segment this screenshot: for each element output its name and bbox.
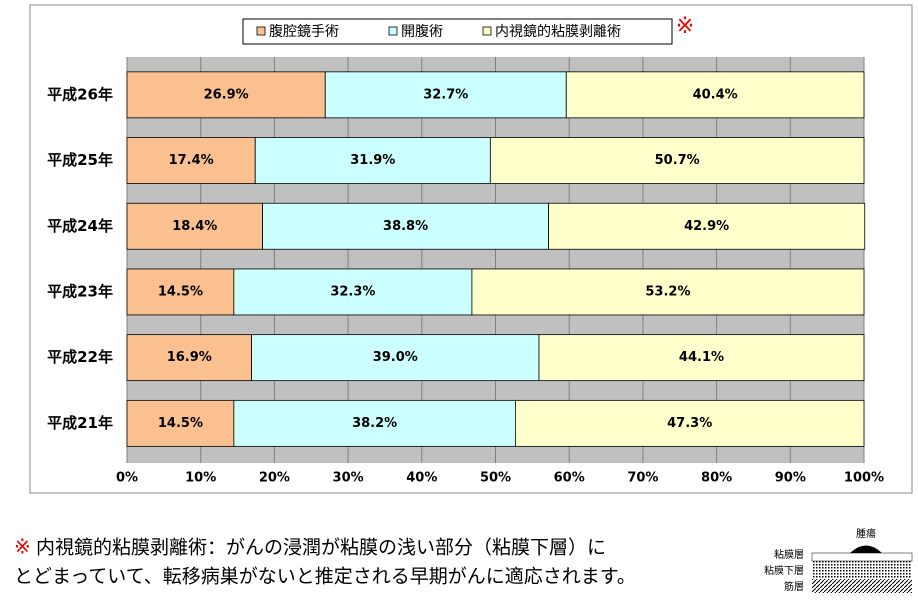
bar-segment	[565, 71, 865, 119]
x-tick-label: 70%	[627, 471, 658, 486]
x-tick-label: 40%	[406, 471, 437, 486]
bar-segment	[126, 202, 264, 250]
data-label: 53.2%	[645, 284, 690, 299]
layer-diagram: 腫瘍 粘膜層 粘膜下層 筋層	[764, 527, 913, 593]
diagram-label: 筋層	[784, 580, 804, 593]
layer	[811, 552, 913, 562]
data-label: 16.9%	[167, 350, 212, 365]
data-label: 44.1%	[679, 350, 724, 365]
data-label: 42.9%	[684, 219, 729, 234]
diagram-label: 腫瘍	[856, 527, 876, 540]
data-label: 17.4%	[169, 153, 214, 168]
data-label: 47.3%	[667, 416, 712, 431]
legend: 腹腔鏡手術 開腹術 内視鏡的粘膜剥離術	[242, 18, 673, 45]
data-label: 18.4%	[172, 219, 217, 234]
x-tick-label: 30%	[333, 471, 364, 486]
bar-segment	[489, 137, 865, 184]
legend-label: 開腹術	[401, 23, 443, 40]
x-tick-label: 100%	[844, 471, 884, 486]
bar-segment	[233, 399, 516, 447]
data-label: 14.5%	[158, 284, 203, 299]
y-tick-label: 平成24年	[47, 217, 113, 235]
bar-segment	[324, 71, 567, 119]
layer	[812, 579, 912, 593]
x-tick-label: 10%	[185, 471, 216, 486]
diagram-label: 粘膜下層	[764, 564, 804, 577]
legend-swatch	[482, 26, 492, 36]
footnote-line: とどまっていて、転移病巣がないと推定される早期がんに適応されます。	[14, 566, 636, 588]
y-tick-label: 平成22年	[47, 348, 113, 366]
data-label: 31.9%	[350, 153, 395, 168]
bar-segment	[251, 334, 540, 382]
x-tick-label: 60%	[554, 471, 585, 486]
legend-note: ※	[676, 14, 694, 39]
y-tick-label: 平成21年	[47, 414, 113, 432]
legend-label: 内視鏡的粘膜剥離術	[495, 23, 621, 40]
data-label: 38.8%	[383, 219, 428, 234]
layer	[812, 561, 912, 579]
bar-segment	[254, 137, 491, 184]
x-tick-label: 80%	[701, 471, 732, 486]
legend-swatch	[256, 26, 266, 36]
diagram-label: 粘膜層	[774, 548, 804, 561]
x-tick-label: 0%	[116, 471, 138, 486]
data-label: 50.7%	[655, 153, 700, 168]
grid	[126, 57, 865, 463]
footnote-mark: ※	[14, 535, 31, 559]
bar-segment	[126, 137, 256, 184]
data-label: 14.5%	[158, 416, 203, 431]
legend-label: 腹腔鏡手術	[269, 23, 339, 40]
bar-segment	[126, 334, 252, 382]
legend-swatch	[388, 26, 398, 36]
bar-segment	[126, 268, 235, 316]
bar-segment	[233, 268, 473, 316]
x-tick-label: 20%	[259, 471, 290, 486]
bar-segment	[548, 202, 866, 250]
y-tick-label: 平成25年	[47, 151, 113, 169]
bar-segment	[514, 399, 865, 447]
bar-segment	[538, 334, 865, 382]
y-tick-label: 平成23年	[47, 282, 113, 300]
x-tick-label: 50%	[480, 471, 511, 486]
legend-frame	[242, 18, 673, 45]
footnote-line: 内視鏡的粘膜剥離術：がんの浸潤が粘膜の浅い部分（粘膜下層）に	[36, 537, 606, 559]
bar-segment	[471, 268, 865, 316]
data-label: 39.0%	[373, 350, 418, 365]
tumor-shape	[850, 545, 882, 553]
y-tick-label: 平成26年	[47, 85, 113, 103]
bar-segment	[262, 202, 549, 250]
data-label: 26.9%	[204, 87, 249, 102]
data-label: 38.2%	[352, 416, 397, 431]
data-label: 32.7%	[423, 87, 468, 102]
data-label: 40.4%	[693, 87, 738, 102]
x-tick-label: 90%	[775, 471, 806, 486]
bars: 26.9% 32.7% 40.4% 17.4% 31.9% 50.7% 18.4% 38.8%…	[126, 71, 866, 447]
data-label: 32.3%	[330, 284, 375, 299]
